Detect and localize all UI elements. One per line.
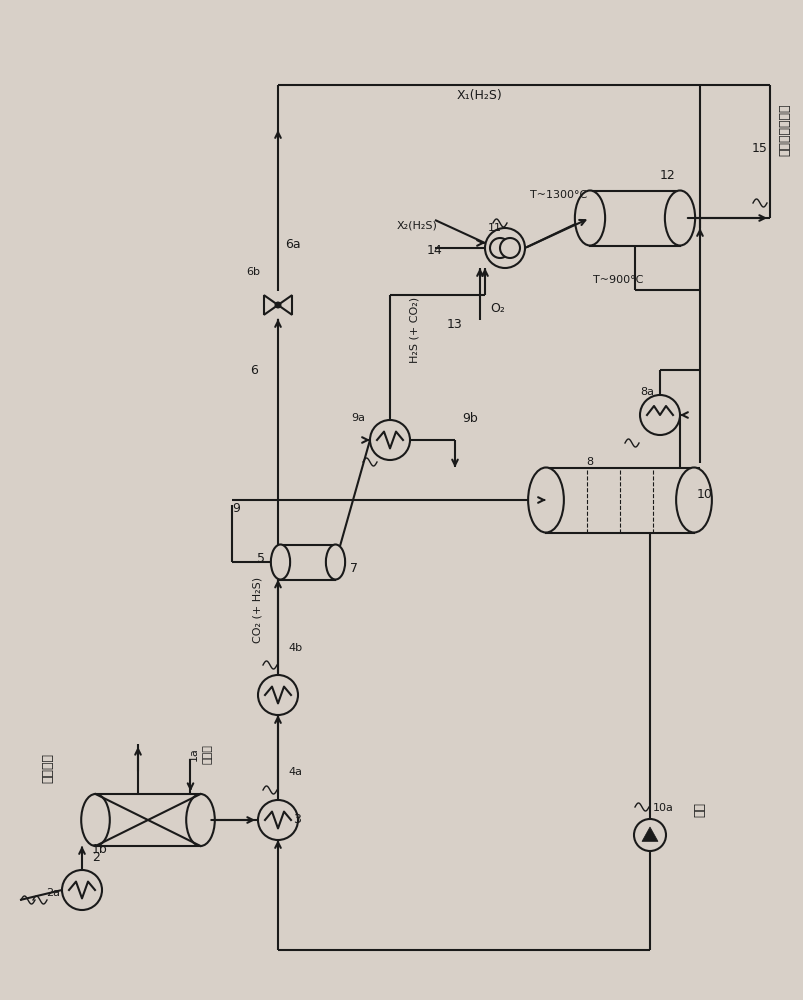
Text: 产品气体: 产品气体 [42,753,55,783]
Text: 5: 5 [257,552,265,564]
Text: 14: 14 [426,243,442,256]
Text: 6b: 6b [246,267,259,277]
Ellipse shape [186,794,214,846]
Text: 10a: 10a [652,803,673,813]
Circle shape [275,302,280,308]
Text: 9a: 9a [351,413,365,423]
Ellipse shape [325,544,344,580]
Polygon shape [642,827,657,841]
Text: 克劳斯工艺气体: 克劳斯工艺气体 [777,104,790,156]
Text: 11: 11 [487,223,501,233]
Text: 4a: 4a [287,767,302,777]
Circle shape [369,420,410,460]
Bar [96,794,200,846]
Text: 1b: 1b [91,843,107,856]
Circle shape [62,870,102,910]
Circle shape [258,800,298,840]
Ellipse shape [271,544,290,580]
Circle shape [639,395,679,435]
Bar [589,190,679,245]
Polygon shape [278,295,291,315]
Ellipse shape [664,191,695,246]
Text: 10: 10 [696,488,712,502]
Text: 9b: 9b [462,412,477,424]
Text: 1a: 1a [188,747,198,761]
Text: 4b: 4b [287,643,302,653]
Text: 7: 7 [349,562,357,574]
Circle shape [499,238,520,258]
Text: 13: 13 [446,318,462,332]
Text: 6a: 6a [284,238,300,251]
Bar [545,468,693,532]
Bar [280,544,335,580]
Text: X₂(H₂S): X₂(H₂S) [397,220,438,230]
Text: CO₂ (+ H₂S): CO₂ (+ H₂S) [253,577,263,643]
Text: X₁(H₂S): X₁(H₂S) [457,89,502,102]
Text: 8a: 8a [639,387,653,397]
Text: 12: 12 [659,169,675,182]
Text: 天然气: 天然气 [202,744,212,764]
Text: 8: 8 [585,457,593,467]
Circle shape [634,819,665,851]
Text: 9: 9 [232,502,240,514]
Text: T~1300°C: T~1300°C [529,190,586,200]
Circle shape [258,675,298,715]
Text: 2a: 2a [46,888,60,898]
Ellipse shape [528,468,563,532]
Circle shape [484,228,524,268]
Ellipse shape [574,191,605,246]
Ellipse shape [675,468,711,532]
Ellipse shape [81,794,110,846]
Text: H₂S (+ CO₂): H₂S (+ CO₂) [410,297,419,363]
Text: 15: 15 [751,142,767,155]
Polygon shape [263,295,278,315]
Circle shape [489,238,509,258]
Text: 3: 3 [292,813,300,826]
Text: O₂: O₂ [489,302,504,314]
Text: T~900°C: T~900°C [592,275,642,285]
Text: 2: 2 [92,851,100,864]
Text: 溶剂: 溶剂 [693,802,706,817]
Text: 6: 6 [250,363,258,376]
